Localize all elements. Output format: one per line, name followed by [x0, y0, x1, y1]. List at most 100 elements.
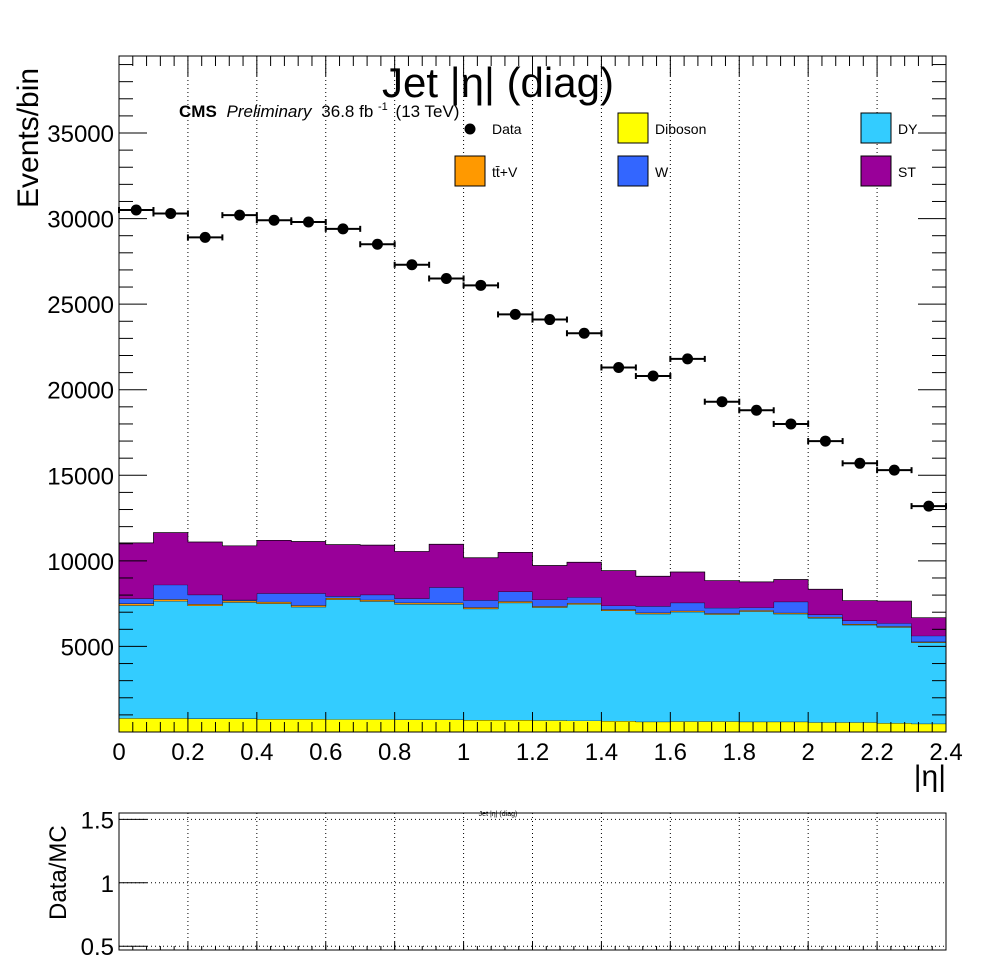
data-point [428, 272, 465, 284]
data-point [669, 353, 706, 365]
data-point [462, 279, 500, 291]
x-tick-label: 2 [801, 739, 814, 766]
data-marker [785, 418, 797, 430]
data-marker [854, 457, 866, 469]
legend-swatch [454, 155, 486, 187]
data-marker [234, 209, 246, 221]
cms-label: CMS Preliminary 36.8 fb -1 (13 TeV) [179, 95, 459, 121]
data-point [290, 216, 327, 228]
data-point [703, 396, 741, 408]
data-point [359, 238, 396, 250]
data-marker [475, 279, 487, 291]
data-marker [303, 216, 315, 228]
x-tick-label: 1.4 [585, 739, 618, 766]
svg-text:CMS Preliminary: CMS Preliminary 36.8 fb -1 (13 TeV) [179, 95, 459, 121]
x-tick-label: 2.4 [929, 739, 962, 766]
data-marker [750, 404, 762, 416]
data-point [634, 370, 672, 382]
y-tick-label: 5000 [61, 634, 114, 661]
stacked-histogram [119, 532, 946, 732]
y-tick-label: 35000 [47, 121, 114, 148]
stack-outline [119, 532, 946, 619]
legend-label: Data [492, 121, 522, 137]
y-tick-label: 15000 [47, 463, 114, 490]
y-tick-label: 10000 [47, 549, 114, 576]
data-point [772, 418, 810, 430]
chart-title: Jet |η| (diag) [382, 59, 614, 106]
data-marker [819, 435, 831, 447]
preliminary-text: Preliminary [227, 102, 314, 121]
data-point [324, 223, 362, 235]
data-point [152, 207, 189, 219]
ratio-panel: 0.5 1 1.5 Jet |η| (diag) Data/MC [45, 807, 947, 961]
data-marker [199, 231, 211, 243]
lumi-exponent: -1 [378, 101, 388, 113]
ratio-y-tick-label: 0.5 [81, 934, 114, 961]
data-marker [682, 353, 694, 365]
data-marker [337, 223, 349, 235]
legend-marker [464, 123, 476, 135]
y-axis-title: Events/bin [12, 68, 45, 208]
y-tick-label: 30000 [47, 207, 114, 234]
energy-text: (13 TeV) [396, 102, 460, 121]
x-tick-label: 1.6 [654, 739, 687, 766]
lumi-text: 36.8 fb [321, 102, 373, 121]
legend-entry: Diboson [617, 112, 706, 144]
x-tick-label: 2.2 [860, 739, 893, 766]
y-tick-label: 20000 [47, 378, 114, 405]
legend-label: Diboson [655, 121, 706, 137]
data-marker [440, 272, 452, 284]
data-point [255, 214, 293, 226]
data-marker [613, 361, 625, 373]
data-points [118, 204, 947, 512]
main-panel: 0 0.2 0.4 0.6 0.8 1 1.2 1.4 1.6 1.8 2 2.2 2.4 5000 100… [12, 55, 963, 793]
legend-label: DY [898, 121, 918, 137]
legend-entry: DY [860, 112, 918, 144]
data-marker [544, 314, 556, 326]
data-point [807, 435, 844, 447]
legend-label: W [655, 164, 669, 180]
legend-swatch [617, 112, 649, 144]
x-tick-label: 0.8 [378, 739, 411, 766]
ratio-y-tick-label: 1.5 [81, 807, 114, 834]
data-marker [888, 464, 900, 476]
data-point [186, 231, 224, 243]
x-tick-label: 1.8 [723, 739, 756, 766]
data-marker [406, 259, 418, 271]
data-point [118, 204, 155, 216]
data-marker [509, 308, 521, 320]
x-axis-title: |η| [914, 760, 946, 793]
cms-text: CMS [179, 102, 217, 121]
data-marker [923, 500, 935, 512]
data-marker [578, 327, 590, 339]
ratio-axes: 0.5 1 1.5 [81, 807, 947, 961]
stack-series-dy [119, 599, 946, 724]
legend-swatch [860, 112, 892, 144]
legend-label: tt̄+V [492, 164, 518, 180]
y-tick-label: 25000 [47, 292, 114, 319]
ratio-grid [119, 813, 946, 950]
data-point [393, 259, 431, 271]
x-tick-label: 1 [457, 739, 470, 766]
legend-entry: tt̄+V [454, 155, 518, 187]
data-point [221, 209, 258, 221]
data-point [600, 361, 637, 373]
data-point [841, 457, 879, 469]
x-tick-label: 0.4 [240, 739, 273, 766]
data-marker [716, 396, 728, 408]
data-marker [371, 238, 383, 250]
ratio-y-axis-title: Data/MC [45, 825, 72, 920]
data-point [910, 500, 947, 512]
legend-swatch [860, 155, 892, 187]
data-marker [647, 370, 659, 382]
ratio-y-tick-label: 1 [101, 871, 114, 898]
data-point [565, 327, 603, 339]
legend: Data Diboson DY tt̄+V W ST [454, 112, 918, 187]
legend-swatch [617, 155, 649, 187]
data-point [497, 308, 534, 320]
x-tick-label: 0.6 [309, 739, 342, 766]
legend-label: ST [898, 164, 916, 180]
data-point [738, 404, 775, 416]
legend-entry: ST [860, 155, 916, 187]
